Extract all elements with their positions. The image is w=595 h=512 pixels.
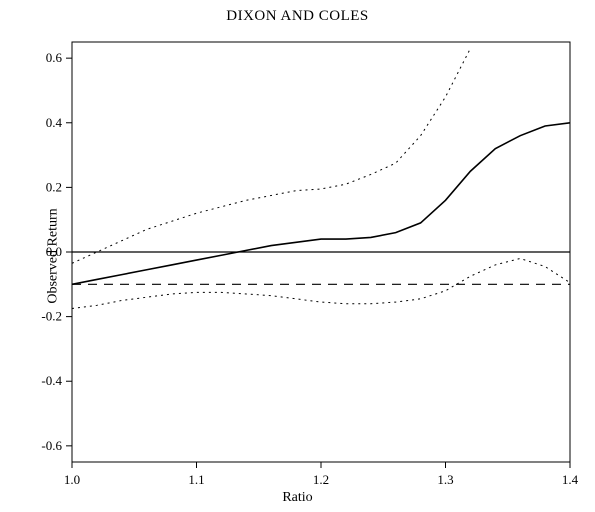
x-tick-label: 1.0 xyxy=(64,472,80,487)
series-lower xyxy=(72,258,570,308)
chart-svg: 1.01.11.21.31.4-0.6-0.4-0.20.00.20.40.6 xyxy=(0,0,595,512)
chart-container: DIXON AND COLES Observed Return Ratio 1.… xyxy=(0,0,595,512)
y-tick-label: 0.6 xyxy=(46,50,63,65)
y-tick-label: 0.4 xyxy=(46,115,63,130)
y-tick-label: 0.2 xyxy=(46,179,62,194)
series-main xyxy=(72,123,570,285)
x-tick-label: 1.1 xyxy=(188,472,204,487)
y-axis-label: Observed Return xyxy=(46,208,62,303)
chart-title: DIXON AND COLES xyxy=(0,8,595,25)
y-tick-label: -0.2 xyxy=(41,309,62,324)
y-tick-label: -0.6 xyxy=(41,438,62,453)
series-upper xyxy=(72,48,470,263)
x-tick-label: 1.3 xyxy=(437,472,453,487)
x-tick-label: 1.4 xyxy=(562,472,579,487)
x-axis-label: Ratio xyxy=(0,490,595,506)
y-tick-label: -0.4 xyxy=(41,373,62,388)
x-tick-label: 1.2 xyxy=(313,472,329,487)
